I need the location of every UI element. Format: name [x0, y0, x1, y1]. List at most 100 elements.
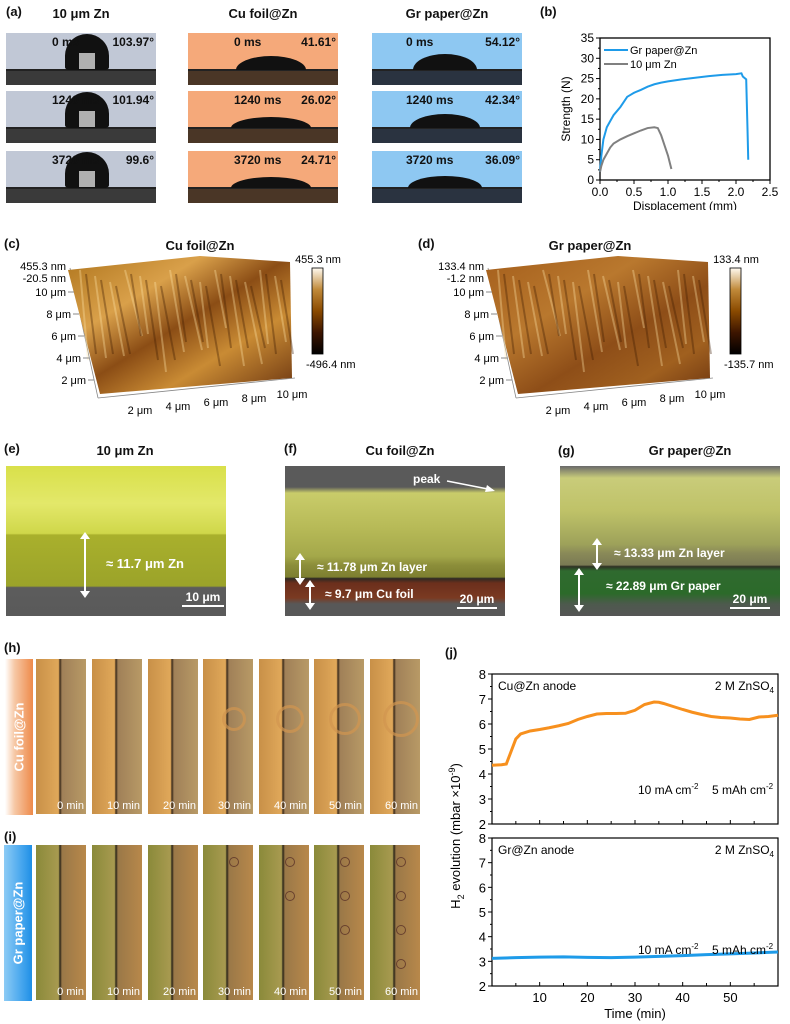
- zn-arrow: [592, 538, 602, 570]
- series-line: [491, 700, 779, 767]
- optical-frame: 10 min: [92, 659, 142, 814]
- surface-valley: [115, 285, 131, 355]
- surface-ridge: [677, 269, 687, 345]
- time-label: 1240 ms: [234, 93, 282, 107]
- droplet: [410, 114, 480, 128]
- panel-i-label: (i): [4, 829, 17, 844]
- surface-valley: [563, 279, 577, 361]
- surface-ridge: [184, 275, 203, 351]
- x-tick-label: 4 μm: [166, 401, 191, 413]
- y-tick-label: 10 μm: [35, 287, 66, 299]
- sem-image-f: peak ≈ 11.78 μm Zn layer ≈ 9.7 μm Cu foi…: [285, 466, 505, 616]
- time-label: 0 ms: [234, 35, 262, 49]
- y-tick-label: 25: [581, 72, 595, 86]
- optical-frame: 40 min: [259, 845, 309, 1000]
- y-tick-label: 4: [479, 930, 486, 945]
- y-tick-label: 30: [581, 51, 595, 65]
- angle-label: 24.71°: [301, 153, 336, 167]
- optical-frame: 20 min: [148, 659, 198, 814]
- side-label-h: Cu foil@Zn: [5, 659, 33, 815]
- colorbar-max-label: 455.3 nm: [295, 254, 341, 266]
- y-tick-label: 5: [587, 153, 594, 167]
- surface-valley: [608, 279, 622, 343]
- x-tick-label: 8 μm: [660, 393, 685, 405]
- x-tick-label: 2 μm: [128, 405, 153, 417]
- z-bottom-label: -1.2 nm: [447, 273, 484, 285]
- angle-label: 36.09°: [485, 153, 520, 167]
- series-line-zn-10um: [599, 126, 673, 173]
- capacity-main: 5 mAh cm: [712, 783, 766, 797]
- surface-valley: [623, 285, 639, 367]
- y-tick-label: 6 μm: [469, 331, 494, 343]
- cu-layer-label: ≈ 9.7 μm Cu foil: [325, 587, 414, 601]
- surface-ridge: [572, 281, 585, 373]
- y-tick-label: 8 μm: [46, 309, 71, 321]
- surface-ridge: [94, 275, 107, 359]
- current-main: 10 mA cm: [638, 783, 691, 797]
- droplet: [408, 176, 482, 188]
- scale-bar-text: 10 μm: [185, 590, 221, 604]
- z-top-label: 455.3 nm: [20, 261, 66, 273]
- gas-bubble: [396, 891, 406, 901]
- surface-ridge: [109, 281, 125, 357]
- y-tick-label: 6: [479, 717, 486, 732]
- gr-layer-label: ≈ 22.89 μm Gr paper: [606, 579, 721, 593]
- surface-ridge: [169, 269, 185, 353]
- x-axis-line: [515, 377, 714, 399]
- panel-a-label: (a): [6, 4, 22, 19]
- optical-frame: 60 min: [370, 845, 420, 1000]
- panel-d-label: (d): [418, 236, 435, 251]
- y-tick-label: 4 μm: [56, 353, 81, 365]
- angle-label: 54.12°: [485, 35, 520, 49]
- electrolyte-subscript: 4: [770, 850, 775, 859]
- anode-annotation: Gr@Zn anode: [498, 843, 575, 857]
- scale-bar-text: 20 μm: [459, 592, 495, 606]
- substrate: [6, 71, 156, 85]
- chart-b-strength: 0 5 10 15 20 25 30 35 0.0 0.5 1.0 1.5 2.0 2.5 Displace…: [559, 31, 779, 210]
- y-tick-label: 5: [479, 905, 486, 920]
- surface-ridge: [274, 275, 287, 343]
- surface-ridge: [527, 281, 543, 357]
- time-label: 3720 ms: [52, 153, 100, 167]
- current-sup: -2: [691, 942, 699, 951]
- optical-frame: 40 min: [259, 659, 309, 814]
- cu-arrow: [305, 580, 315, 610]
- zn-layer-label: ≈ 13.33 μm Zn layer: [614, 546, 725, 560]
- peak-arrow-icon: [446, 480, 495, 492]
- gas-bubble: [383, 701, 419, 737]
- time-label: 1240 ms: [406, 93, 454, 107]
- contact-angle-frame: 3720 ms 99.6°: [6, 151, 156, 203]
- contact-angle-frame: 0 ms 41.61°: [188, 33, 338, 85]
- gas-bubble: [340, 925, 350, 935]
- time-label: 0 ms: [52, 35, 80, 49]
- panel-e-label: (e): [4, 441, 20, 456]
- baseline: [372, 69, 522, 71]
- zn-thickness-label: ≈ 11.7 μm Zn: [106, 556, 184, 571]
- contact-angle-frame: 3720 ms 24.71°: [188, 151, 338, 203]
- afm-surface: [486, 256, 710, 394]
- scale-bar-e: 10 μm: [182, 590, 224, 607]
- x-tick-label: 20: [580, 990, 594, 1005]
- time-label: 60 min: [384, 986, 418, 998]
- colorbar: [311, 267, 324, 355]
- x-tick-label: 0.0: [592, 185, 609, 199]
- substrate: [372, 71, 522, 85]
- electrolyte-subscript: 4: [770, 686, 775, 695]
- surface-valley: [190, 279, 204, 343]
- y-tick-label: 8: [479, 667, 486, 682]
- time-label: 0 min: [57, 800, 84, 812]
- y-tick-label: 20: [581, 92, 595, 106]
- substrate: [188, 129, 338, 143]
- surface-ridge: [497, 269, 507, 361]
- angle-label: 99.6°: [125, 153, 154, 167]
- y-tick-label: 2: [479, 979, 486, 994]
- colorbar-max-label: 133.4 nm: [713, 254, 759, 266]
- gas-bubble: [396, 925, 406, 935]
- baseline: [6, 127, 156, 129]
- x-tick-label: 8 μm: [242, 393, 267, 405]
- panel-b-label: (b): [540, 4, 557, 19]
- y-tick-label: 2: [479, 817, 486, 832]
